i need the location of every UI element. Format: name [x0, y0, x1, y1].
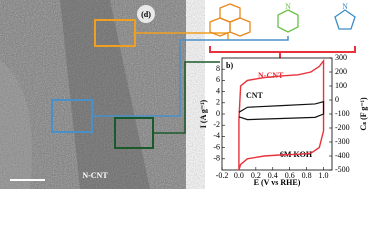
figure: (d) N-CNT N N -0.2 0.0 0.2 0.4 0.6 0.8 1.0 -8 -6… — [0, 0, 368, 189]
y2-tick-label: 100 — [335, 81, 347, 90]
panel-label: b) — [226, 61, 233, 70]
y-tick-label: -4 — [213, 131, 220, 140]
x-tick-label: 0.0 — [234, 171, 244, 180]
pyridine-structure: N — [277, 2, 299, 33]
y-tick-label: -2 — [213, 120, 220, 129]
x-tick-label: 0.6 — [285, 171, 295, 180]
y2-tick-label: -300 — [335, 137, 350, 146]
y-axis-label: I (A g⁻¹) — [199, 99, 208, 128]
x-tick-label: -0.2 — [216, 171, 229, 180]
x-tick-label: 0.4 — [268, 171, 278, 180]
y2-tick-label: 200 — [335, 67, 347, 76]
x-tick-label: 0.2 — [251, 171, 261, 180]
y2-tick-label: -500 — [335, 165, 350, 174]
sample-label: N-CNT — [82, 171, 108, 180]
y2-axis-label: Cₛ (F g⁻¹) — [359, 97, 368, 131]
panel-label: (d) — [141, 10, 151, 19]
y-tick-label: -8 — [213, 154, 220, 163]
x-tick-label: 0.8 — [302, 171, 312, 180]
molecules: N N — [209, 2, 356, 37]
y2-tick-label: 300 — [335, 53, 347, 62]
y-tick-label: 6 — [216, 75, 220, 84]
tem-image: (d) N-CNT — [0, 0, 186, 189]
cv-curve — [238, 100, 325, 121]
series-label: CNT — [246, 91, 264, 100]
y2-tick-label: -100 — [335, 109, 350, 118]
series-label: N-CNT — [258, 71, 284, 80]
y-tick-label: -6 — [213, 142, 220, 151]
x-tick-label: 1.0 — [319, 171, 329, 180]
svg-text:N: N — [285, 2, 291, 11]
x-axis-label: E (V vs RHE) — [254, 178, 301, 187]
cv-chart: -0.2 0.0 0.2 0.4 0.6 0.8 1.0 -8 -6 -4 -2 0 2 4 6 8 -500 -… — [199, 53, 368, 187]
cv-curve — [238, 58, 325, 171]
pyrrole-structure: N — [334, 2, 356, 30]
y2-tick-label: -200 — [335, 123, 350, 132]
phenalene-structure — [209, 3, 251, 37]
y2-tick-label: 0 — [335, 95, 339, 104]
y-tick-label: 4 — [216, 86, 220, 95]
svg-text:N: N — [342, 2, 348, 11]
y-tick-label: 0 — [216, 109, 220, 118]
y-tick-label: 8 — [216, 64, 220, 73]
y2-tick-label: -400 — [335, 151, 350, 160]
y-tick-label: 2 — [216, 98, 220, 107]
